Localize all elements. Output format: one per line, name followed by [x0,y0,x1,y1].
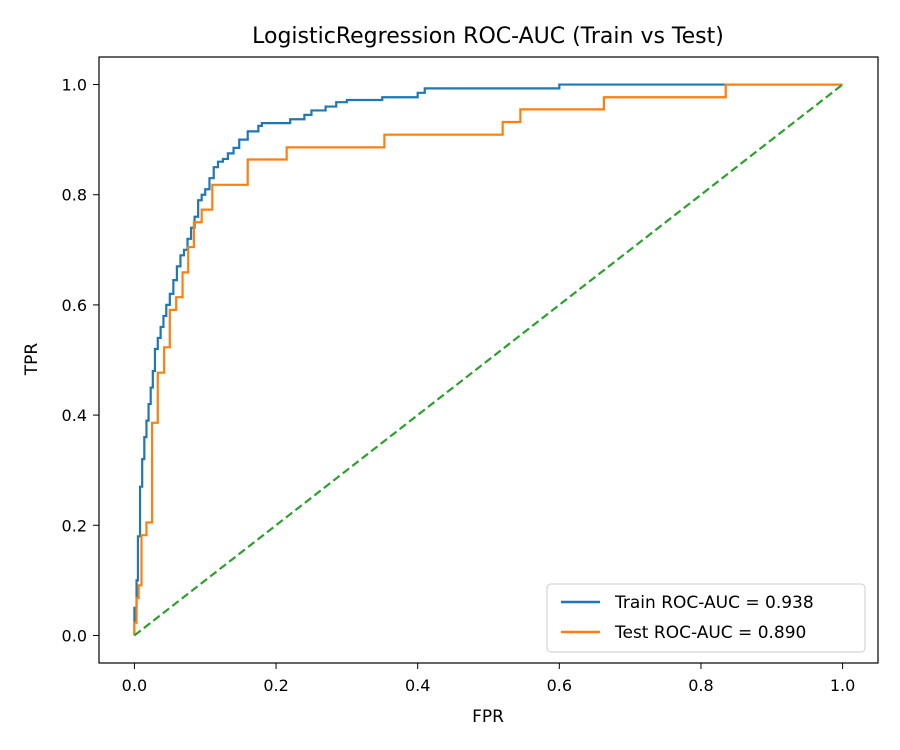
x-tick-label: 0.4 [405,676,430,695]
y-tick-label: 0.8 [62,186,87,205]
x-axis-ticks: 0.0 0.2 0.4 0.6 0.8 1.0 [122,663,855,695]
chart-title: LogisticRegression ROC-AUC (Train vs Tes… [252,24,724,49]
legend: Train ROC-AUC = 0.938 Test ROC-AUC = 0.8… [546,583,866,653]
x-tick-label: 0.8 [688,676,713,695]
x-tick-label: 1.0 [830,676,855,695]
legend-label-test: Test ROC-AUC = 0.890 [614,623,806,643]
x-tick-label: 0.6 [547,676,572,695]
y-tick-label: 0.4 [62,406,87,425]
y-tick-label: 1.0 [62,76,87,95]
x-axis-label: FPR [472,707,504,727]
y-tick-label: 0.0 [62,626,87,645]
series-layer [133,83,844,637]
legend-label-train: Train ROC-AUC = 0.938 [614,593,814,613]
y-tick-label: 0.6 [62,296,87,315]
series-line-chance-diagonal [133,83,844,637]
legend-frame [546,583,866,653]
series-line-test [133,83,843,636]
y-tick-label: 0.2 [62,516,87,535]
y-axis-label: TPR [22,343,42,377]
y-axis-ticks: 0.0 0.2 0.4 0.6 0.8 1.0 [62,76,99,645]
series-line-train [133,83,843,636]
x-tick-label: 0.0 [122,676,147,695]
x-tick-label: 0.2 [263,676,288,695]
